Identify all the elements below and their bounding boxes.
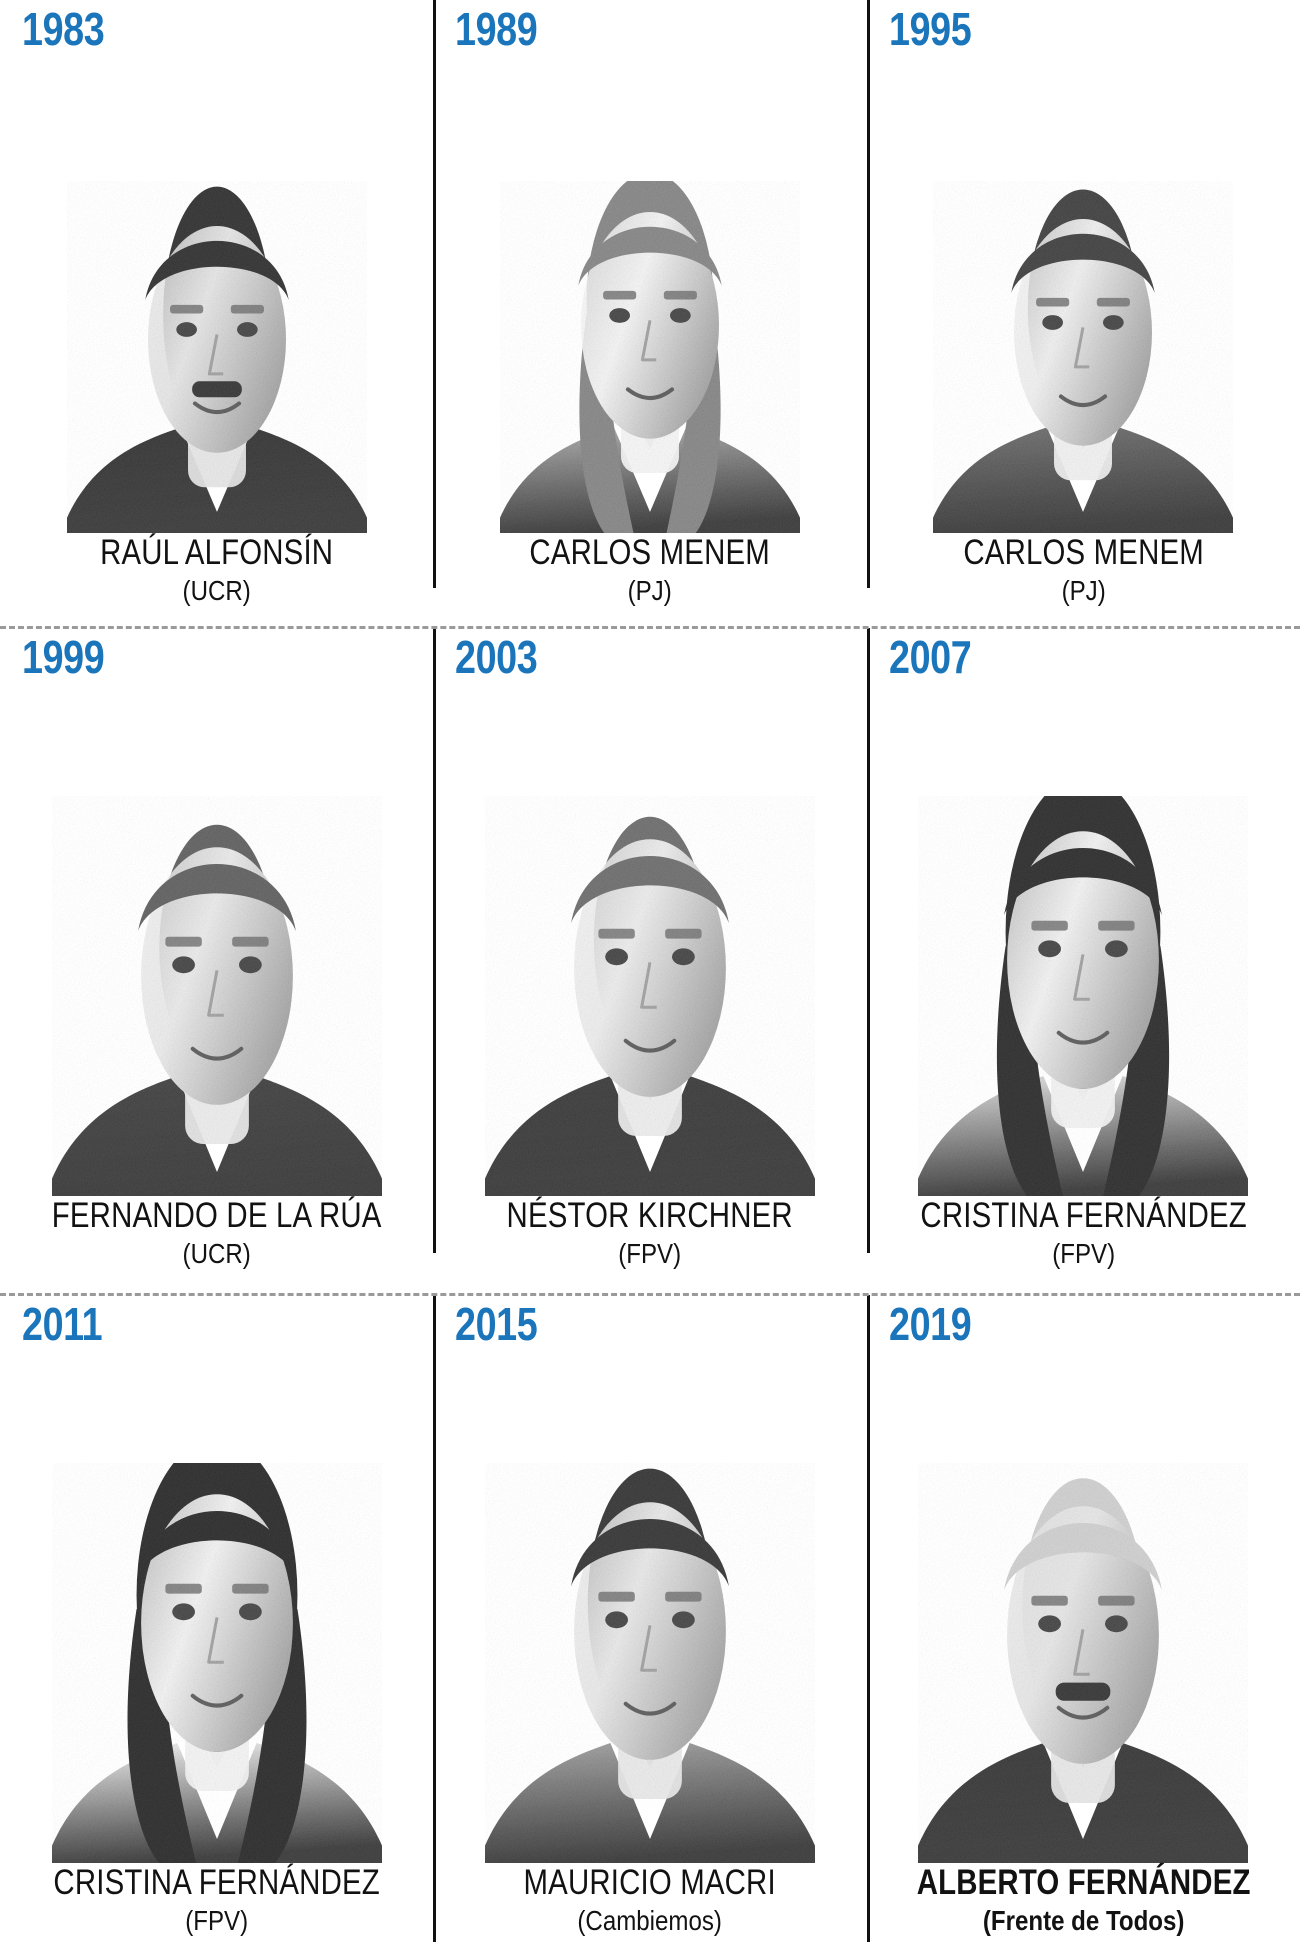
president-cell-1995[interactable]: 1995 [866,0,1300,628]
president-caption: CARLOS MENEM (PJ) [867,533,1300,628]
president-cell-2003[interactable]: 2003 [433,628,867,1295]
president-caption: CRISTINA FERNÁNDEZ (FPV) [867,1196,1300,1295]
portrait-photo-portrait-alberto-fernandez [867,1295,1300,1864]
year-label: 2015 [455,1298,538,1350]
president-party: (UCR) [182,1237,251,1269]
president-party: (FPV) [618,1237,682,1269]
president-name: MAURICIO MACRI [523,1863,777,1903]
president-cell-1999[interactable]: 1999 [0,628,434,1295]
year-label: 1983 [22,3,105,55]
president-row-3: 2011 [0,1295,1300,1952]
president-caption: ALBERTO FERNÁNDEZ (Frente de Todos) [867,1863,1300,1952]
year-label: 2011 [22,1298,103,1350]
president-name: RAÚL ALFONSÍN [100,533,334,573]
president-cell-1989[interactable]: 1989 [433,0,867,628]
portrait-photo-portrait-cristina-fernandez-2007 [867,628,1300,1197]
president-row-2: 1999 [0,628,1300,1295]
portrait-photo-portrait-nestor-kirchner [433,628,866,1197]
president-name: CRISTINA FERNÁNDEZ [53,1863,380,1903]
president-party: (Cambiemos) [577,1904,723,1936]
president-name: CARLOS MENEM [529,533,771,573]
president-cell-2015[interactable]: 2015 [433,1295,867,1952]
president-name: ALBERTO FERNÁNDEZ [916,1863,1251,1903]
president-cell-1983[interactable]: 1983 [0,0,434,628]
portrait-photo-portrait-raul-alfonsin [0,0,433,534]
president-party: (PJ) [627,574,673,606]
president-caption: NÉSTOR KIRCHNER (FPV) [433,1196,866,1295]
president-caption: CARLOS MENEM (PJ) [433,533,866,628]
portrait-photo-portrait-cristina-fernandez-2011 [0,1295,433,1864]
president-party: (PJ) [1061,574,1106,606]
president-name: CRISTINA FERNÁNDEZ [920,1196,1247,1236]
portrait-photo-portrait-mauricio-macri [433,1295,866,1864]
row-separator-dashed-1 [0,626,1300,629]
president-caption: RAÚL ALFONSÍN (UCR) [0,533,433,628]
president-caption: FERNANDO DE LA RÚA (UCR) [0,1196,433,1295]
year-label: 2003 [455,631,538,683]
year-label: 1995 [888,3,972,55]
president-cell-2007[interactable]: 2007 [866,628,1300,1295]
row-separator-dashed-2 [0,1293,1300,1296]
year-label: 1999 [22,631,105,683]
year-label: 2007 [888,631,972,683]
president-cell-2011[interactable]: 2011 [0,1295,434,1952]
year-label: 2019 [888,1298,972,1350]
president-party: (FPV) [185,1904,249,1936]
president-party: (FPV) [1051,1237,1115,1269]
president-caption: CRISTINA FERNÁNDEZ (FPV) [0,1863,433,1952]
portrait-photo-portrait-carlos-menem-1989 [433,0,866,534]
president-caption: MAURICIO MACRI (Cambiemos) [433,1863,866,1952]
portrait-photo-portrait-carlos-menem-1995 [867,0,1300,534]
president-name: FERNANDO DE LA RÚA [51,1196,382,1236]
president-name: NÉSTOR KIRCHNER [506,1196,794,1236]
president-name: CARLOS MENEM [963,533,1204,573]
year-label: 1989 [455,3,538,55]
president-cell-2019[interactable]: 2019 [866,1295,1300,1952]
portrait-photo-portrait-fernando-de-la-rua [0,628,433,1197]
president-party: (UCR) [182,574,251,606]
president-row-1: 1983 [0,0,1300,628]
president-party: (Frente de Todos) [982,1904,1185,1936]
